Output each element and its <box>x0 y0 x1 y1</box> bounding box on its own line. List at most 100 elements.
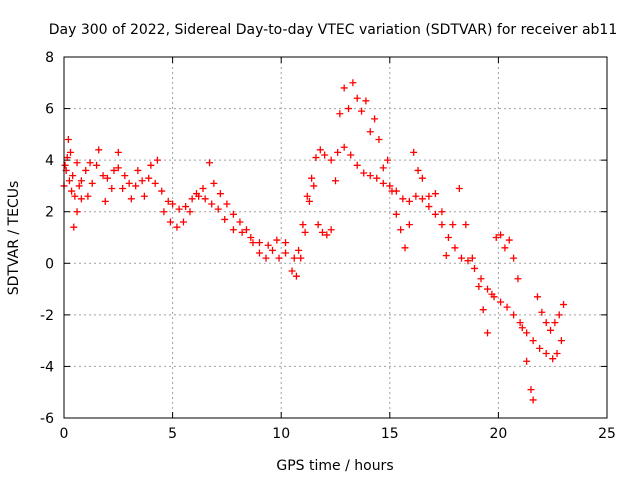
y-tick-label: 0 <box>45 256 54 272</box>
data-point <box>179 218 187 226</box>
data-point <box>360 169 368 177</box>
data-point <box>301 228 309 236</box>
data-point <box>221 215 229 223</box>
data-point <box>108 185 116 193</box>
data-point <box>166 218 174 226</box>
data-point <box>264 241 272 249</box>
data-point <box>336 110 344 118</box>
data-points <box>60 79 568 404</box>
data-point <box>164 197 172 205</box>
data-point <box>542 319 550 327</box>
data-point <box>457 254 465 262</box>
data-point <box>110 166 118 174</box>
y-tick-label: 4 <box>45 153 54 169</box>
data-point <box>431 190 439 198</box>
data-point <box>318 228 326 236</box>
data-point <box>140 192 148 200</box>
data-point <box>151 179 159 187</box>
data-point <box>386 182 394 190</box>
x-tick-label: 15 <box>381 426 399 442</box>
data-point <box>464 257 472 265</box>
data-point <box>88 179 96 187</box>
data-point <box>308 174 316 182</box>
y-tick-label: 8 <box>45 50 54 66</box>
data-point <box>138 177 146 185</box>
data-point <box>425 192 433 200</box>
data-point <box>310 182 318 190</box>
axis-ticks: 0 5 10 15 20 25 -6 -4 -2 0 2 4 6 8 <box>40 50 616 442</box>
data-point <box>332 177 339 185</box>
data-point <box>497 231 505 239</box>
data-point <box>327 156 335 164</box>
data-point <box>188 195 196 203</box>
data-point <box>175 205 183 213</box>
data-point <box>397 226 405 234</box>
data-point <box>536 344 544 352</box>
data-point <box>425 203 433 211</box>
x-tick-label: 10 <box>272 426 290 442</box>
data-point <box>95 146 103 154</box>
data-point <box>431 210 439 218</box>
data-point <box>182 203 190 211</box>
data-point <box>455 185 463 193</box>
data-point <box>479 306 487 314</box>
data-point <box>488 290 496 298</box>
data-point <box>533 293 541 301</box>
data-point <box>314 221 322 229</box>
data-point <box>388 187 396 195</box>
data-point <box>214 205 222 213</box>
data-point <box>514 275 522 283</box>
data-point <box>510 254 518 262</box>
data-point <box>275 254 283 262</box>
data-point <box>223 200 231 208</box>
data-point <box>349 79 357 87</box>
data-point <box>255 249 263 257</box>
data-point <box>410 148 418 156</box>
data-point <box>132 182 140 190</box>
y-tick-label: -2 <box>40 308 54 324</box>
data-point <box>61 161 69 169</box>
data-point <box>505 236 513 244</box>
data-point <box>125 179 133 187</box>
data-point <box>119 185 127 193</box>
data-point <box>527 386 535 394</box>
y-tick-label: 6 <box>45 102 54 118</box>
data-point <box>93 161 101 169</box>
data-point <box>323 231 331 239</box>
data-point <box>273 236 281 244</box>
data-point <box>375 136 383 144</box>
data-point <box>242 226 250 234</box>
data-point <box>557 337 565 345</box>
data-point <box>160 208 168 216</box>
data-point <box>134 166 142 174</box>
data-point <box>77 177 85 185</box>
data-point <box>201 195 209 203</box>
data-point <box>327 226 335 234</box>
data-point <box>366 172 374 180</box>
data-point <box>418 174 426 182</box>
data-point <box>312 154 320 162</box>
y-tick-label: 2 <box>45 205 54 221</box>
data-point <box>414 166 422 174</box>
data-point <box>401 244 409 252</box>
data-point <box>173 223 181 231</box>
x-axis-label: GPS time / hours <box>276 458 393 474</box>
data-point <box>340 143 348 151</box>
data-point <box>68 187 76 195</box>
data-point <box>82 166 90 174</box>
data-point <box>297 254 305 262</box>
data-point <box>366 128 374 136</box>
data-point <box>186 208 194 216</box>
data-point <box>555 311 563 319</box>
data-point <box>127 195 135 203</box>
data-point <box>84 192 92 200</box>
data-point <box>418 195 426 203</box>
data-point <box>303 192 311 200</box>
data-point <box>334 148 342 156</box>
data-point <box>392 210 400 218</box>
data-point <box>412 192 420 200</box>
data-point <box>497 298 505 306</box>
data-point <box>523 329 531 337</box>
